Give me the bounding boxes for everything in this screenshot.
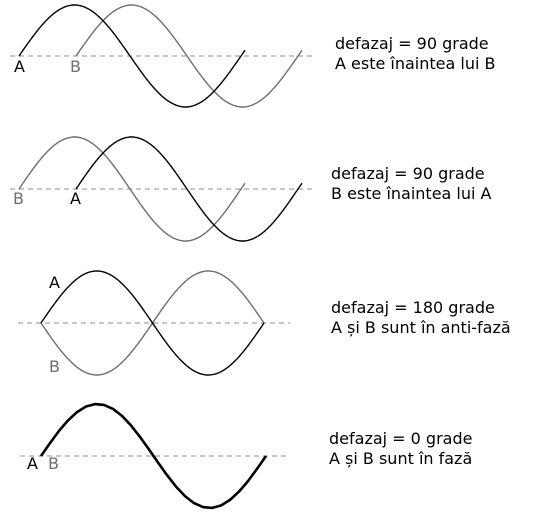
panel-2-wave-b bbox=[18, 136, 246, 242]
panel-4-label-a: A bbox=[27, 454, 38, 473]
panel-2-label-a: A bbox=[70, 189, 81, 208]
panel-1-relation: A este înaintea lui B bbox=[335, 54, 496, 73]
panel-2-phase-shift: defazaj = 90 grade bbox=[331, 164, 485, 183]
panel-1-label-b: B bbox=[70, 57, 81, 76]
panel-2-wave-a bbox=[75, 136, 303, 242]
panel-4-label-b: B bbox=[48, 454, 59, 473]
panel-1-label-a: A bbox=[14, 57, 25, 76]
panel-1-wave-b bbox=[75, 4, 303, 108]
panel-2-caption: defazaj = 90 grade B este înaintea lui A bbox=[331, 164, 492, 204]
panel-3-caption: defazaj = 180 grade A și B sunt în anti-… bbox=[331, 298, 511, 338]
panel-2: B A bbox=[10, 136, 312, 242]
panel-3-phase-shift: defazaj = 180 grade bbox=[331, 298, 495, 317]
panel-4-wave-ab bbox=[39, 402, 268, 510]
panel-1: A B bbox=[10, 4, 312, 108]
panel-3-label-a: A bbox=[49, 273, 60, 292]
panel-4: A B bbox=[20, 402, 290, 510]
panel-1-phase-shift: defazaj = 90 grade bbox=[335, 34, 489, 53]
panel-1-caption: defazaj = 90 grade A este înaintea lui B bbox=[335, 34, 496, 74]
panel-1-wave-a bbox=[18, 4, 246, 108]
panel-4-relation: A și B sunt în fază bbox=[329, 449, 473, 468]
panel-2-label-b: B bbox=[13, 189, 24, 208]
panel-2-relation: B este înaintea lui A bbox=[331, 184, 492, 203]
panel-3: A B bbox=[18, 270, 290, 376]
panel-4-caption: defazaj = 0 grade A și B sunt în fază bbox=[329, 429, 472, 469]
panel-4-phase-shift: defazaj = 0 grade bbox=[329, 429, 473, 448]
panel-3-wave-a bbox=[40, 270, 265, 376]
panel-3-relation: A și B sunt în anti-fază bbox=[331, 318, 511, 337]
panel-3-label-b: B bbox=[49, 357, 60, 376]
